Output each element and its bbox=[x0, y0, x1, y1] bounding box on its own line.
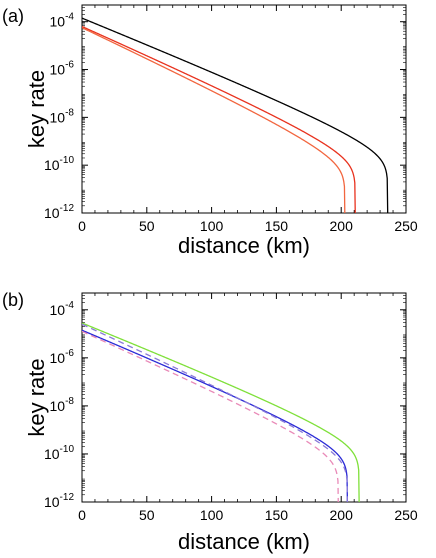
series-line-2 bbox=[82, 25, 356, 213]
x-tick-label: 50 bbox=[139, 218, 155, 234]
x-tick-label: 200 bbox=[330, 507, 354, 523]
y-tick-label: 10-4 bbox=[50, 300, 75, 318]
y-tick-label: 10-12 bbox=[44, 203, 74, 221]
series-line-2 bbox=[82, 329, 349, 502]
y-axis-title: key rate bbox=[24, 358, 49, 436]
panel-label: (a) bbox=[2, 6, 24, 26]
y-tick-label: 10-12 bbox=[44, 492, 74, 510]
x-tick-label: 50 bbox=[139, 507, 155, 523]
x-tick-label: 100 bbox=[200, 218, 224, 234]
series-line-4 bbox=[82, 330, 339, 502]
panel-a: (a) 0 50 100 150 200 250 10-4 10-6 10-8 10-10 10-12… bbox=[2, 4, 418, 258]
panel-b: (b) 0 50 100 150 200 250 10-4 10-6 10-8 10-10 10-12… bbox=[2, 290, 418, 554]
x-axis-title: distance (km) bbox=[178, 529, 310, 554]
y-tick-label: 10-10 bbox=[44, 155, 74, 173]
y-axis-title: key rate bbox=[24, 70, 49, 148]
plot-frame bbox=[81, 4, 407, 214]
series-line-3 bbox=[82, 323, 348, 502]
y-tick-label: 10-6 bbox=[50, 60, 75, 78]
x-tick-label: 150 bbox=[265, 507, 289, 523]
x-tick-label: 200 bbox=[330, 218, 354, 234]
x-tick-label: 150 bbox=[265, 218, 289, 234]
y-tick-label: 10-8 bbox=[50, 396, 75, 414]
y-tick-label: 10-10 bbox=[44, 444, 74, 462]
y-tick-label: 10-4 bbox=[50, 12, 75, 30]
x-tick-label: 250 bbox=[394, 218, 418, 234]
y-tick-label: 10-6 bbox=[50, 348, 75, 366]
series-line-3 bbox=[82, 27, 346, 213]
plot-frame bbox=[81, 292, 407, 503]
x-tick-label: 0 bbox=[78, 218, 86, 234]
x-tick-label: 100 bbox=[200, 507, 224, 523]
panel-label: (b) bbox=[2, 290, 24, 310]
y-tick-label: 10-8 bbox=[50, 107, 75, 125]
x-tick-label: 0 bbox=[78, 507, 86, 523]
x-tick-label: 250 bbox=[394, 507, 418, 523]
series-line-1 bbox=[82, 17, 389, 213]
series-line-1 bbox=[82, 322, 360, 502]
x-axis-title: distance (km) bbox=[178, 233, 310, 258]
